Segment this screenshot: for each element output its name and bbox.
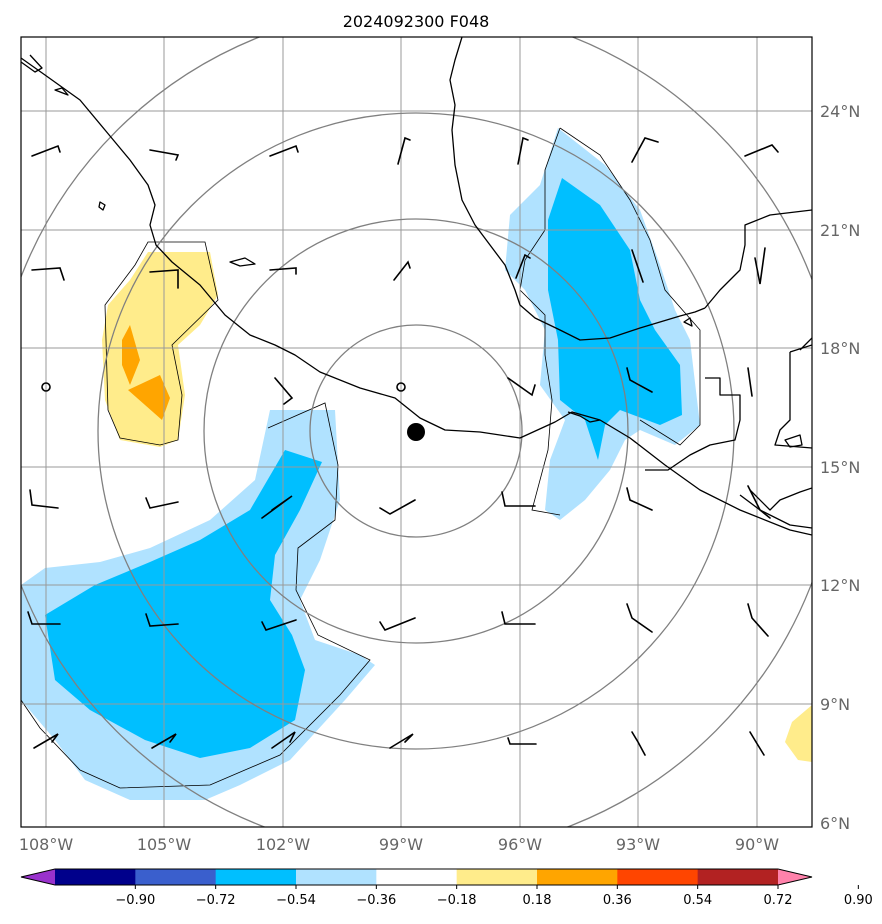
range-ring-2 (203, 218, 629, 644)
colorbar-label: 0.36 (603, 893, 632, 908)
colorbar-extend-high (778, 869, 812, 885)
yellow-region-se (785, 705, 812, 762)
colorbar-label: −0.90 (115, 893, 155, 908)
lon-label-99: 99°W (379, 835, 423, 854)
colorbar-segment (215, 869, 297, 885)
lat-label-21: 21°N (820, 221, 860, 240)
lat-label-24: 24°N (820, 102, 860, 121)
blue-region-inner (45, 450, 322, 758)
colorbar-label: −0.72 (196, 893, 236, 908)
colorbar-segment (456, 869, 538, 885)
coastlines (21, 37, 812, 536)
colorbar-label: −0.18 (437, 893, 477, 908)
plot-frame (20, 36, 813, 828)
range-rings (21, 37, 812, 827)
colorbar-segment (697, 869, 779, 885)
colorbar-label: 0.18 (523, 893, 552, 908)
lon-label-93: 93°W (616, 835, 660, 854)
contour-west (21, 402, 371, 789)
lat-label-6: 6°N (820, 814, 850, 833)
lat-label-12: 12°N (820, 576, 860, 595)
figure-title: 2024092300 F048 (343, 12, 490, 31)
latitude-labels: 24°N 21°N 18°N 15°N 12°N 9°N 6°N (820, 102, 860, 833)
yellow-region (102, 252, 218, 447)
gridlines (21, 37, 812, 827)
longitude-labels: 108°W 105°W 102°W 99°W 96°W 93°W 90°W (19, 835, 779, 854)
colorbar-label: −0.54 (276, 893, 316, 908)
colorbar-label: 0.54 (683, 893, 712, 908)
lat-label-15: 15°N (820, 458, 860, 477)
colorbar-segment (296, 869, 377, 885)
wind-barbs (27, 136, 779, 756)
colorbar-segment (537, 869, 618, 885)
colorbar-label: 0.72 (764, 893, 793, 908)
colorbar-label: 0.90 (844, 893, 873, 908)
contour-east-2 (559, 127, 701, 446)
colorbar-segment (55, 869, 136, 885)
colorbar-label: −0.36 (356, 893, 396, 908)
orange-patch-1 (122, 325, 140, 385)
contour-east (519, 127, 561, 516)
range-ring-3 (97, 112, 735, 750)
lat-label-18: 18°N (820, 339, 860, 358)
lon-label-102: 102°W (256, 835, 311, 854)
colorbar-outline (20, 868, 813, 886)
colorbar-extend-low (21, 869, 55, 885)
colorbar-segment (617, 869, 699, 885)
lon-label-108: 108°W (19, 835, 74, 854)
colorbar: −0.90 −0.72 −0.54 −0.36 −0.18 0.18 0.36 0.54 0.7… (20, 868, 873, 908)
lon-label-96: 96°W (498, 835, 542, 854)
orange-patch-2 (128, 375, 170, 420)
contour-nw (104, 241, 219, 446)
map-content (21, 37, 812, 827)
storm-center-marker (407, 423, 425, 441)
colorbar-segment (135, 869, 217, 885)
lon-label-105: 105°W (137, 835, 192, 854)
range-ring-1 (309, 324, 523, 538)
colorbar-segment (376, 869, 458, 885)
lon-label-90: 90°W (735, 835, 779, 854)
lat-label-9: 9°N (820, 695, 850, 714)
